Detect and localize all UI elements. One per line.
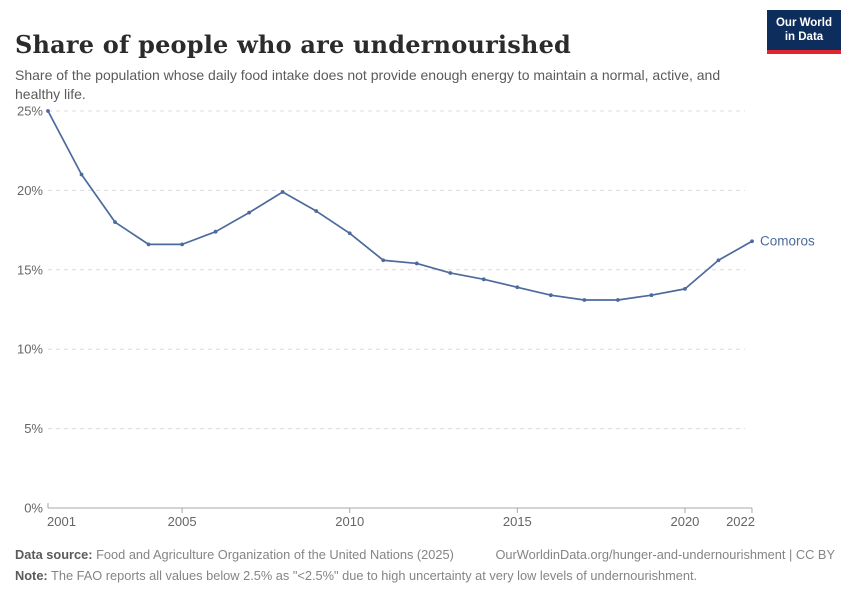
footer-row-source: Data source: Food and Agriculture Organi… (15, 544, 835, 565)
data-point (146, 242, 151, 247)
data-point (381, 258, 386, 263)
chart-subtitle: Share of the population whose daily food… (15, 67, 721, 102)
chart-footer: Data source: Food and Agriculture Organi… (15, 544, 835, 586)
x-tick-label: 2010 (335, 514, 364, 529)
data-point (548, 293, 553, 298)
x-tick-label: 2022 (726, 514, 755, 529)
data-source-label: Data source: (15, 547, 93, 562)
data-point (79, 172, 84, 177)
x-tick-label: 2001 (47, 514, 76, 529)
data-point (347, 231, 352, 236)
x-tick-label: 2015 (503, 514, 532, 529)
x-tick-label: 2020 (670, 514, 699, 529)
data-point (582, 298, 587, 302)
entity-label: Comoros (760, 234, 815, 249)
note-label: Note: (15, 568, 48, 583)
y-tick-label: 25% (17, 104, 43, 119)
data-point (180, 242, 184, 247)
data-point (616, 298, 620, 302)
y-tick-label: 20% (17, 183, 43, 198)
y-tick-label: 5% (24, 421, 43, 436)
data-point (247, 210, 252, 215)
data-point (113, 220, 117, 225)
data-point (448, 271, 453, 275)
data-point (683, 286, 687, 291)
owid-logo-line2: in Data (784, 31, 824, 43)
data-point (213, 229, 218, 234)
owid-credit-url: OurWorldinData.org/hunger-and-undernouri… (495, 547, 835, 562)
chart-line (47, 110, 753, 301)
data-point (46, 109, 50, 113)
y-tick-label: 10% (17, 342, 43, 357)
note-text: The FAO reports all values below 2.5% as… (51, 568, 698, 583)
y-tick-label: 0% (24, 501, 43, 516)
x-tick-label: 2005 (168, 514, 197, 529)
data-point (280, 190, 285, 194)
data-source-text: Data source: Food and Agriculture Organi… (15, 547, 454, 562)
data-point (649, 293, 654, 298)
data-point (515, 285, 520, 290)
data-point (716, 258, 721, 263)
data-point (414, 261, 419, 266)
footer-row-note: Note: The FAO reports all values below 2… (15, 565, 835, 586)
y-tick-label: 15% (17, 262, 43, 277)
data-point (314, 209, 319, 213)
page-title: Share of people who are undernourished (15, 30, 572, 60)
owid-logo-line1: Our World (775, 17, 832, 29)
data-point (750, 239, 754, 244)
line-chart: 0% 5% 10% 15% 20% 25% 2001 2005 2010 2015 2020 2022… (17, 104, 815, 530)
data-point (481, 277, 486, 282)
owid-logo: Our World in Data (767, 10, 841, 54)
